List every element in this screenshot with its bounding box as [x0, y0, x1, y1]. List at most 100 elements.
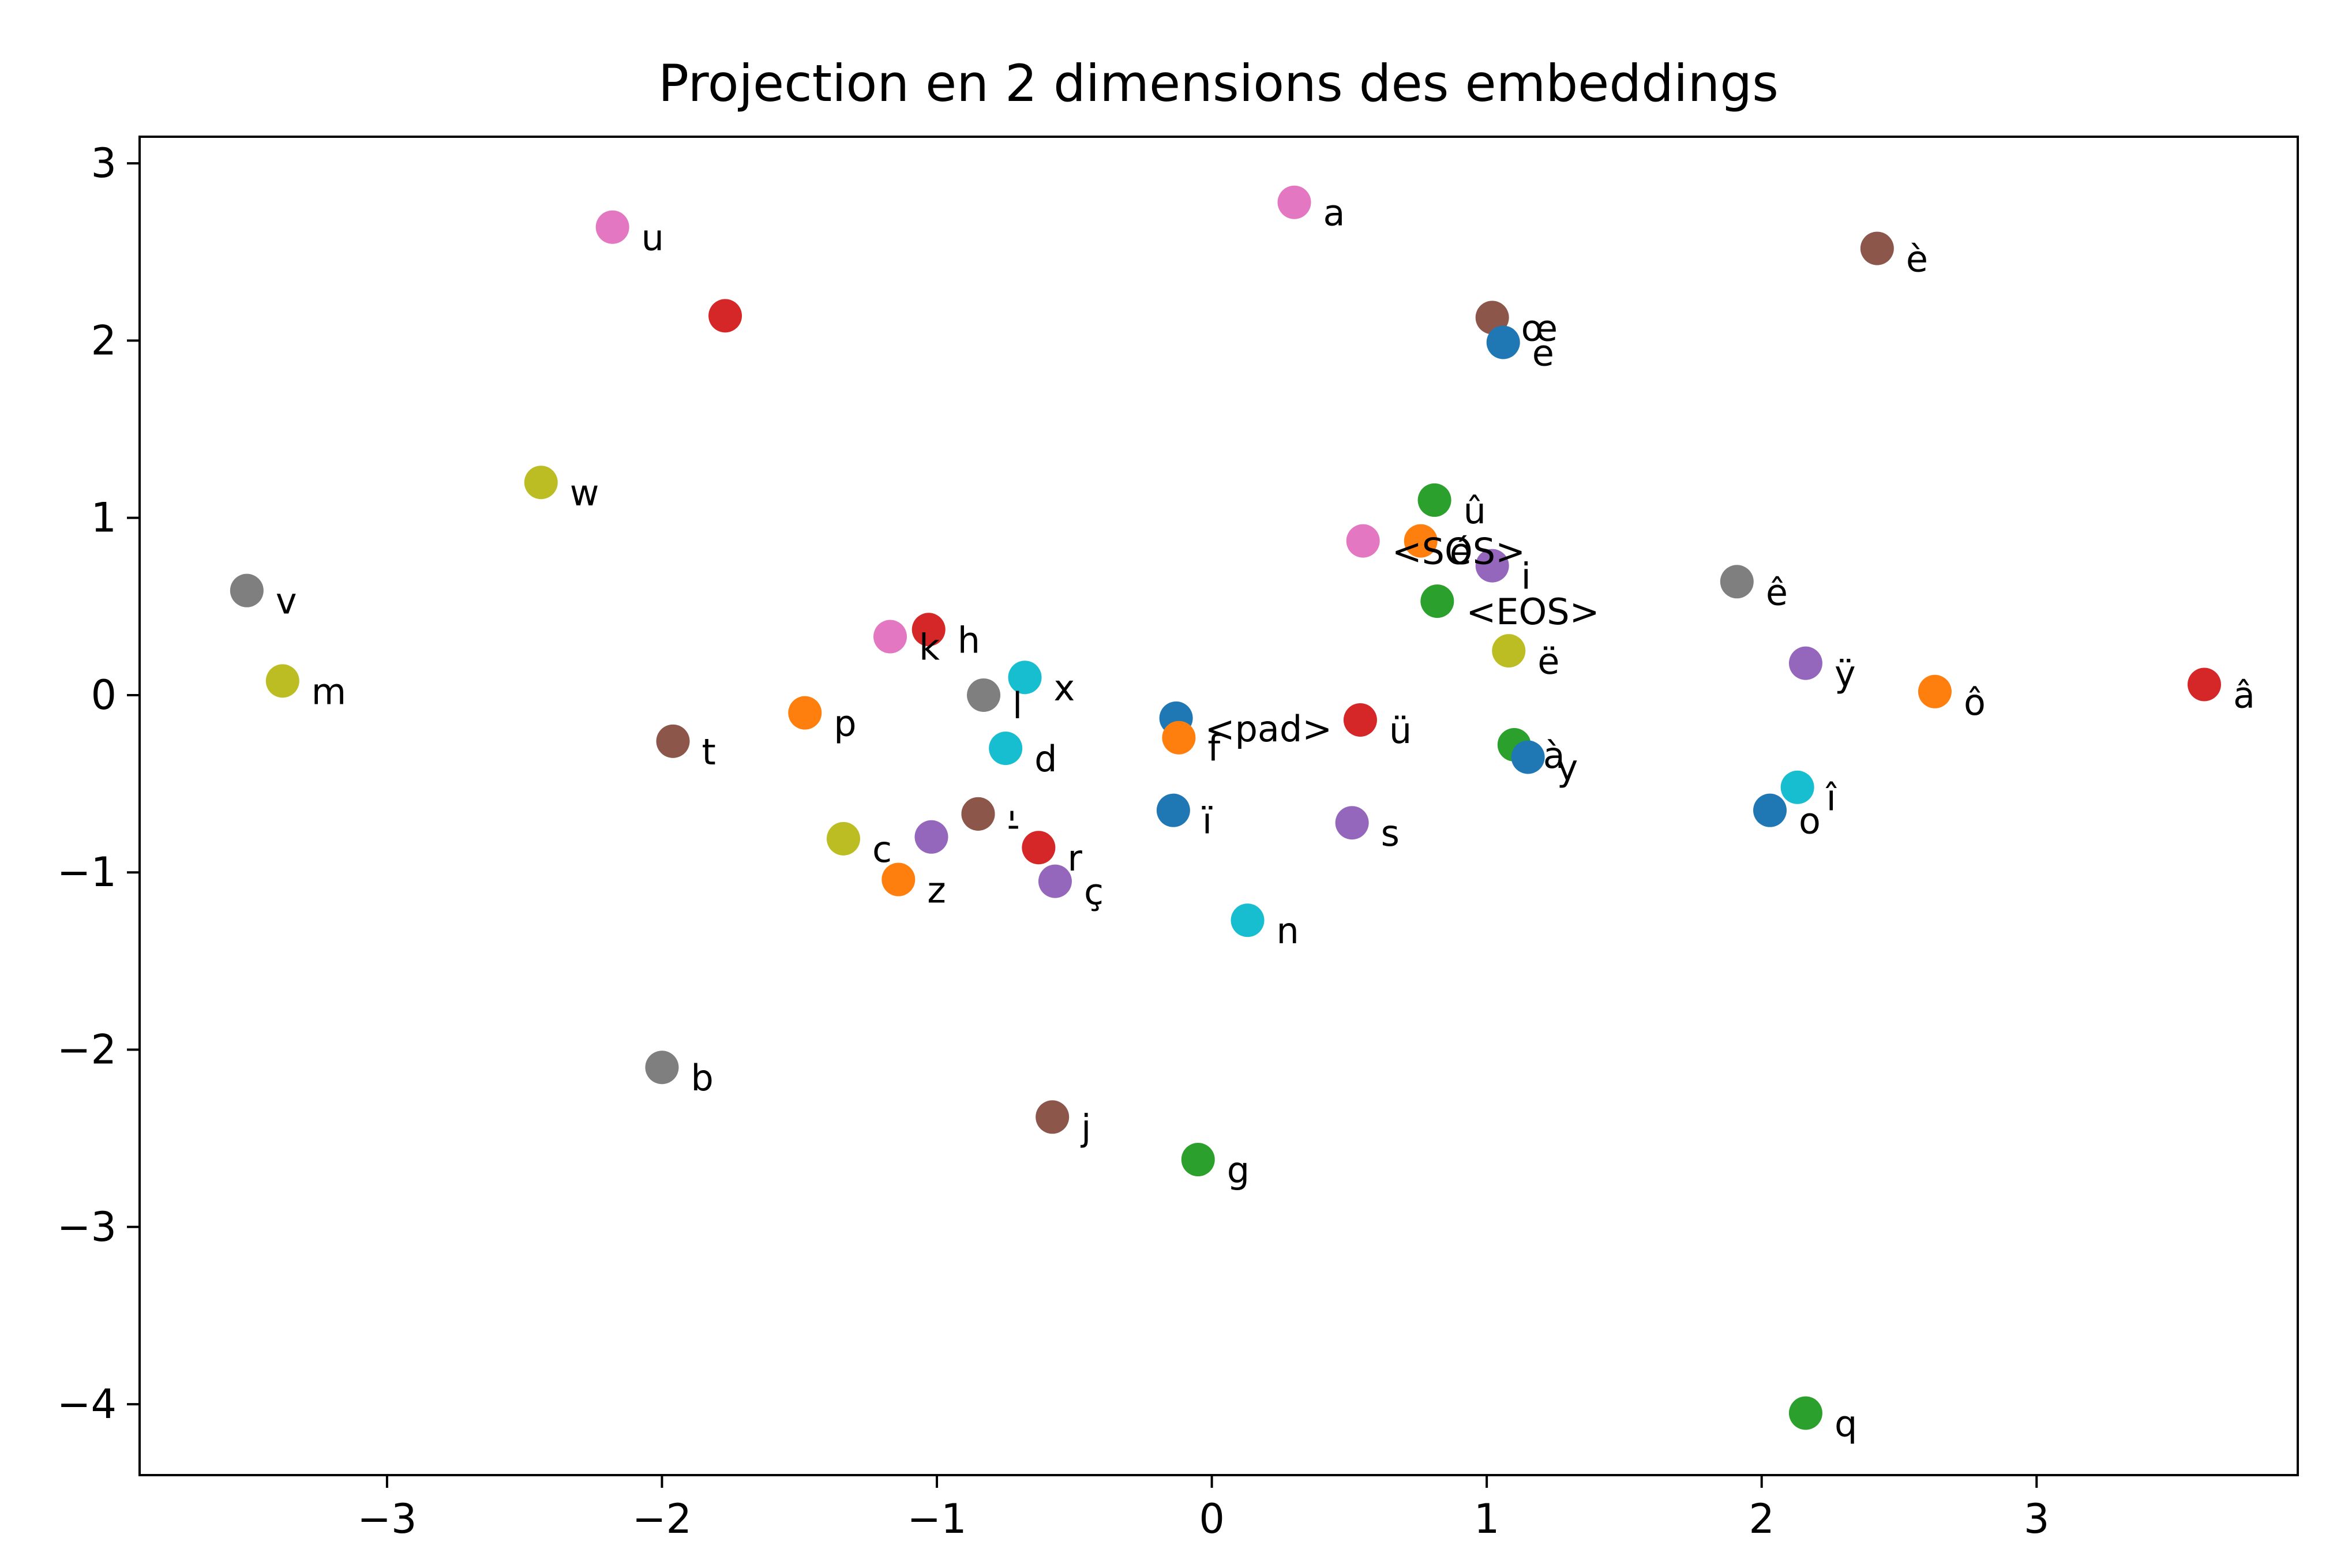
x-tick-label: −1 — [907, 1495, 966, 1543]
data-point — [2187, 667, 2221, 702]
data-point-label: a — [1323, 192, 1345, 234]
data-point-label: t — [702, 731, 716, 773]
data-point-label: n — [1277, 910, 1299, 952]
data-point-label: ' — [1007, 804, 1017, 846]
data-point-label: x — [1054, 667, 1075, 709]
data-point — [881, 862, 916, 896]
data-point-label: œ — [1521, 307, 1558, 349]
data-point — [1181, 1143, 1215, 1177]
data-point-label: î — [1825, 777, 1837, 819]
data-point-label: c — [872, 828, 892, 871]
data-point — [1038, 864, 1072, 898]
x-tick-label: −2 — [632, 1495, 692, 1543]
y-tick-label: 2 — [91, 317, 117, 364]
data-point — [708, 299, 742, 333]
y-tick-label: −2 — [57, 1026, 117, 1074]
data-point — [645, 1051, 679, 1085]
data-point — [1231, 903, 1265, 937]
data-point-label: k — [919, 627, 940, 669]
data-point-label: o — [1799, 800, 1821, 842]
data-point — [989, 732, 1023, 766]
x-tick-label: −3 — [357, 1495, 417, 1543]
data-point-label: ü — [1389, 710, 1412, 752]
data-point — [1277, 185, 1311, 219]
data-point-label: v — [276, 580, 297, 622]
data-point — [265, 664, 299, 698]
axis-ticks: −3 −2 −1 0 1 2 3 3 2 1 0 −1 −2 −3 −4 — [57, 140, 2050, 1543]
data-point-label: à — [1543, 734, 1565, 777]
data-point-label: ï — [1202, 800, 1213, 842]
data-point — [1156, 793, 1190, 827]
data-point-label: ë — [1537, 640, 1559, 682]
x-tick-label: 1 — [1474, 1495, 1500, 1543]
y-tick-label: 3 — [91, 140, 117, 187]
data-point — [1346, 524, 1380, 558]
data-point-label: ÿ — [1835, 653, 1856, 695]
data-point-label: m — [312, 670, 346, 712]
y-tick-label: −1 — [57, 849, 117, 896]
data-point-label: e — [1532, 332, 1554, 374]
data-point-label: j — [1080, 1106, 1091, 1149]
data-point-label: â — [2233, 674, 2255, 717]
data-point — [1036, 1100, 1070, 1134]
x-tick-label: 2 — [1749, 1495, 1775, 1543]
data-point — [1417, 483, 1451, 517]
data-point — [1404, 524, 1438, 558]
data-point — [788, 696, 822, 730]
data-points — [230, 185, 2221, 1430]
data-point — [1008, 661, 1042, 695]
plot-area-frame — [138, 136, 2299, 1476]
data-point-label: p — [834, 703, 856, 745]
data-point — [1918, 674, 1952, 708]
data-point-label: ê — [1766, 571, 1788, 613]
data-point — [1335, 806, 1369, 840]
data-point — [230, 573, 264, 607]
data-point-label: h — [958, 619, 980, 661]
data-point — [826, 821, 860, 856]
point-labels: <pad> <SOS> <EOS> a u è œe w ûé i ê v hk ë ÿ x m â ô l p ü f t à… — [276, 192, 2255, 1445]
data-point-label: q — [1835, 1402, 1857, 1445]
data-point — [914, 820, 948, 854]
data-point-label: l — [1012, 685, 1022, 727]
data-point — [1492, 634, 1526, 668]
data-point-label: s — [1381, 812, 1400, 854]
data-point — [1788, 1396, 1822, 1430]
data-point-label: <EOS> — [1466, 591, 1599, 633]
data-point — [656, 724, 690, 758]
data-point — [1022, 831, 1056, 865]
data-point — [911, 613, 946, 647]
data-point-label: è — [1906, 238, 1928, 280]
data-point — [595, 210, 629, 244]
data-point — [1343, 703, 1377, 737]
data-point-label: i — [1521, 556, 1531, 598]
data-point-label: r — [1067, 837, 1082, 879]
data-point-label: <pad> — [1205, 708, 1333, 750]
x-tick-label: 3 — [2024, 1495, 2050, 1543]
data-point-label: ç — [1084, 871, 1104, 913]
data-point — [1788, 646, 1822, 680]
data-point — [524, 466, 558, 500]
data-point — [961, 797, 995, 831]
data-point-label: w — [570, 472, 599, 514]
data-point-label: d — [1034, 738, 1057, 780]
data-point-label: y — [1557, 747, 1578, 789]
x-tick-label: 0 — [1199, 1495, 1225, 1543]
data-point-label: û — [1464, 490, 1486, 532]
data-point — [967, 678, 1001, 712]
data-point-label: b — [691, 1057, 713, 1099]
data-point-label: ô — [1964, 681, 1986, 723]
data-point — [873, 620, 907, 654]
data-point — [1162, 721, 1196, 755]
data-point — [1720, 565, 1754, 599]
y-tick-label: 0 — [91, 672, 117, 719]
data-point — [1780, 770, 1814, 804]
data-point — [1475, 549, 1509, 583]
data-point-label: z — [927, 869, 946, 911]
data-point — [1420, 584, 1454, 618]
data-point-label: é — [1450, 531, 1472, 573]
data-point-label: g — [1227, 1149, 1250, 1191]
y-tick-label: −3 — [57, 1203, 117, 1251]
data-point — [1511, 740, 1545, 774]
data-point-label: f — [1207, 727, 1221, 770]
